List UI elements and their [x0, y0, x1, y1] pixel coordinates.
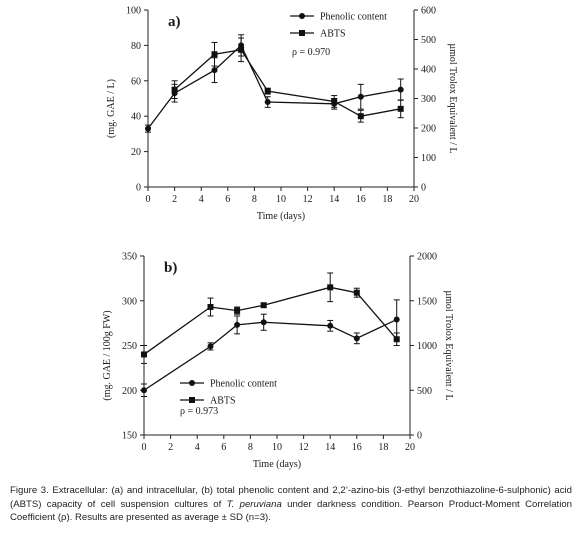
- y-tick-label-left: 20: [131, 147, 141, 158]
- x-tick-label: 16: [356, 194, 366, 205]
- y-tick-label-right: 2000: [417, 252, 437, 263]
- x-tick-label: 18: [378, 442, 388, 453]
- legend-marker-square: [189, 397, 195, 403]
- data-point-circle: [264, 99, 271, 106]
- x-axis-title: Time (days): [257, 211, 305, 222]
- y-tick-label-right: 500: [421, 35, 436, 46]
- x-tick-label: 0: [146, 194, 151, 205]
- legend-marker-circle: [189, 380, 195, 386]
- x-tick-label: 6: [225, 194, 230, 205]
- y-tick-label-left: 350: [122, 252, 137, 263]
- x-tick-label: 6: [221, 442, 226, 453]
- x-tick-label: 10: [272, 442, 282, 453]
- x-tick-label: 20: [405, 442, 415, 453]
- chart-panel-b: 0 2 4 6 8 10 12 14 16 18 20 150 200 250 300 350 0 500 1000…: [102, 252, 454, 471]
- legend-label: ABTS: [320, 29, 346, 40]
- x-tick-label: 20: [409, 194, 419, 205]
- legend-label: Phenolic content: [210, 379, 277, 390]
- data-point-circle: [260, 319, 267, 326]
- correlation-annotation: ρ = 0.973: [180, 406, 218, 417]
- x-tick-label: 10: [276, 194, 286, 205]
- data-point-square: [141, 351, 147, 358]
- data-point-circle: [234, 321, 241, 328]
- x-tick-label: 4: [199, 194, 204, 205]
- data-point-square: [357, 113, 364, 120]
- legend-marker-square: [299, 30, 305, 36]
- y-tick-label-right: 0: [417, 431, 422, 442]
- data-point-circle: [207, 343, 214, 350]
- y-tick-label-left: 250: [122, 341, 137, 352]
- x-tick-label: 12: [303, 194, 313, 205]
- x-tick-label: 16: [352, 442, 362, 453]
- data-point-square: [260, 302, 267, 309]
- x-tick-label: 18: [382, 194, 392, 205]
- data-point-circle: [141, 387, 147, 394]
- x-tick-label: 4: [195, 442, 200, 453]
- correlation-annotation: ρ = 0.970: [292, 47, 330, 58]
- y-tick-label-right: 1500: [417, 296, 437, 307]
- data-point-circle: [145, 125, 151, 132]
- y-tick-label-right: 200: [421, 124, 436, 135]
- caption-species: T. peruviana: [226, 498, 282, 510]
- panel-label: b): [164, 260, 177, 276]
- y-tick-label-right: 1000: [417, 341, 437, 352]
- x-tick-label: 14: [329, 194, 339, 205]
- y-axis-title-left: (mg. GAE / 100g FW): [102, 310, 113, 400]
- data-point-circle: [393, 316, 400, 323]
- data-point-square: [171, 86, 178, 93]
- data-point-circle: [353, 335, 360, 342]
- data-point-square: [211, 51, 218, 58]
- legend-label: Phenolic content: [320, 12, 387, 23]
- y-tick-label-left: 0: [136, 183, 141, 194]
- y-tick-label-left: 300: [122, 296, 137, 307]
- y-tick-label-right: 100: [421, 153, 436, 164]
- data-point-square: [327, 284, 334, 291]
- x-tick-label: 2: [172, 194, 177, 205]
- x-tick-label: 0: [142, 442, 147, 453]
- data-point-square: [234, 307, 241, 314]
- data-point-square: [353, 289, 360, 296]
- data-point-square: [393, 336, 400, 343]
- data-point-circle: [397, 86, 404, 93]
- y-tick-label-left: 150: [122, 431, 137, 442]
- y-tick-label-right: 0: [421, 183, 426, 194]
- y-axis-title-right: µmol Trolox Equivalent / L: [443, 290, 454, 400]
- x-axis-title: Time (days): [253, 459, 301, 470]
- y-axis-title-right: µmol Trolox Equivalent / L: [447, 43, 458, 153]
- panel-label: a): [168, 14, 181, 30]
- x-tick-label: 12: [299, 442, 309, 453]
- figure-canvas: 0 2 4 6 8 10 12 14 16 18 2002040608010001002003004…: [102, 6, 458, 471]
- y-tick-label-left: 80: [131, 41, 141, 52]
- data-point-square: [207, 304, 214, 311]
- caption-text-end: under darkness condition. Pearson Produc…: [10, 498, 572, 524]
- y-tick-label-left: 60: [131, 76, 141, 87]
- legend-marker-circle: [299, 13, 305, 19]
- figure-caption: Figure 3. Extracellular: (a) and intrace…: [10, 484, 572, 525]
- series-line-square: [174, 49, 401, 117]
- y-tick-label-right: 400: [421, 65, 436, 76]
- series-line-circle: [147, 44, 401, 129]
- data-point-square: [331, 98, 338, 105]
- data-point-square: [397, 105, 404, 112]
- data-point-square: [238, 46, 245, 53]
- chart-panel-a: 0 2 4 6 8 10 12 14 16 18 2002040608010001002003004…: [106, 6, 458, 223]
- y-tick-label-left: 200: [122, 386, 137, 397]
- data-point-circle: [327, 322, 334, 329]
- y-tick-label-right: 300: [421, 94, 436, 105]
- data-point-circle: [357, 93, 364, 100]
- y-tick-label-right: 500: [417, 386, 432, 397]
- legend-label: ABTS: [210, 396, 236, 407]
- data-point-square: [264, 88, 271, 95]
- x-tick-label: 14: [325, 442, 335, 453]
- y-axis-title-left: (mg. GAE / L): [106, 79, 117, 138]
- y-tick-label-right: 600: [421, 6, 436, 17]
- y-tick-label-left: 100: [126, 6, 141, 17]
- x-tick-label: 8: [248, 442, 253, 453]
- y-tick-label-left: 40: [131, 112, 141, 123]
- data-point-circle: [211, 67, 218, 74]
- caption-text: Figure 3. Extracellular: (a) and intrace…: [10, 485, 572, 510]
- x-tick-label: 8: [252, 194, 257, 205]
- x-tick-label: 2: [168, 442, 173, 453]
